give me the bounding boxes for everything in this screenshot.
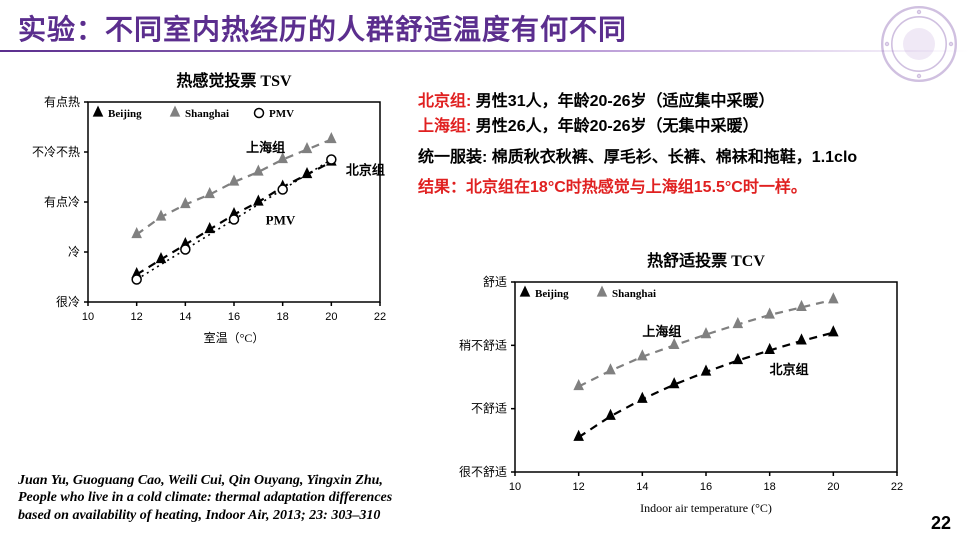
svg-text:10: 10 [82,311,94,323]
svg-text:Shanghai: Shanghai [185,108,229,120]
svg-text:不冷不热: 不冷不热 [32,145,80,159]
svg-text:Indoor air temperature (°C): Indoor air temperature (°C) [640,501,772,515]
info-block: 北京组: 男性31人，年龄20-26岁（适应集中采暖） 上海组: 男性26人，年… [418,90,953,201]
result-label: 结果： [418,179,466,196]
svg-text:很冷: 很冷 [56,295,80,309]
page-number: 22 [931,513,951,534]
svg-text:10: 10 [509,481,521,493]
slide-title: 实验：不同室内热经历的人群舒适温度有何不同 [18,8,627,48]
svg-text:22: 22 [891,481,903,493]
svg-text:PMV: PMV [269,108,294,120]
svg-text:18: 18 [277,311,289,323]
sh-text: 男性26人，年龄20-26岁（无集中采暖） [476,118,759,135]
tsv-chart: 热感觉投票 TSV 很冷 冷 有点冷 不冷不热 有点热 10 12 14 16 18 20 22 室温（°… [18,68,398,348]
svg-text:北京组: 北京组 [770,362,809,377]
tcv-chart: 热舒适投票 TCV 很不舒适 不舒适 稍不舒适 舒适 10 12 14 16 18 20 22 Indo… [445,248,915,518]
svg-text:14: 14 [636,481,648,493]
bj-text: 男性31人，年龄20-26岁（适应集中采暖） [476,93,775,110]
svg-text:22: 22 [374,311,386,323]
svg-text:12: 12 [573,481,585,493]
svg-text:很不舒适: 很不舒适 [459,465,507,479]
svg-text:16: 16 [228,311,240,323]
svg-text:12: 12 [131,311,143,323]
svg-text:20: 20 [325,311,337,323]
svg-text:16: 16 [700,481,712,493]
svg-text:20: 20 [827,481,839,493]
bj-label: 北京组: [418,93,471,110]
svg-text:上海组: 上海组 [246,140,285,155]
university-logo [879,4,959,84]
svg-text:室温（°C）: 室温（°C） [204,330,265,345]
result-text: 北京组在18°C时热感觉与上海组15.5°C时一样。 [466,179,807,196]
citation: Juan Yu, Guoguang Cao, Weili Cui, Qin Ou… [18,472,418,525]
svg-text:Shanghai: Shanghai [612,288,656,300]
svg-text:上海组: 上海组 [642,324,681,339]
svg-text:舒适: 舒适 [483,275,507,289]
svg-text:有点热: 有点热 [44,95,80,109]
svg-text:Beijing: Beijing [108,108,142,120]
svg-text:冷: 冷 [68,245,80,259]
svg-text:有点冷: 有点冷 [44,195,80,209]
svg-text:热舒适投票 TCV: 热舒适投票 TCV [647,251,765,270]
title-underline [0,50,969,52]
svg-text:稍不舒适: 稍不舒适 [459,338,507,352]
svg-text:14: 14 [179,311,191,323]
svg-text:18: 18 [764,481,776,493]
uniform-label: 统一服装: [418,149,487,166]
uniform-text: 棉质秋衣秋裤、厚毛衫、长裤、棉袜和拖鞋，1.1clo [492,149,857,166]
svg-text:PMV: PMV [266,213,296,228]
svg-text:北京组: 北京组 [346,163,385,178]
svg-text:热感觉投票 TSV: 热感觉投票 TSV [176,71,292,90]
svg-text:不舒适: 不舒适 [471,402,507,416]
svg-text:Beijing: Beijing [535,288,569,300]
sh-label: 上海组: [418,118,471,135]
